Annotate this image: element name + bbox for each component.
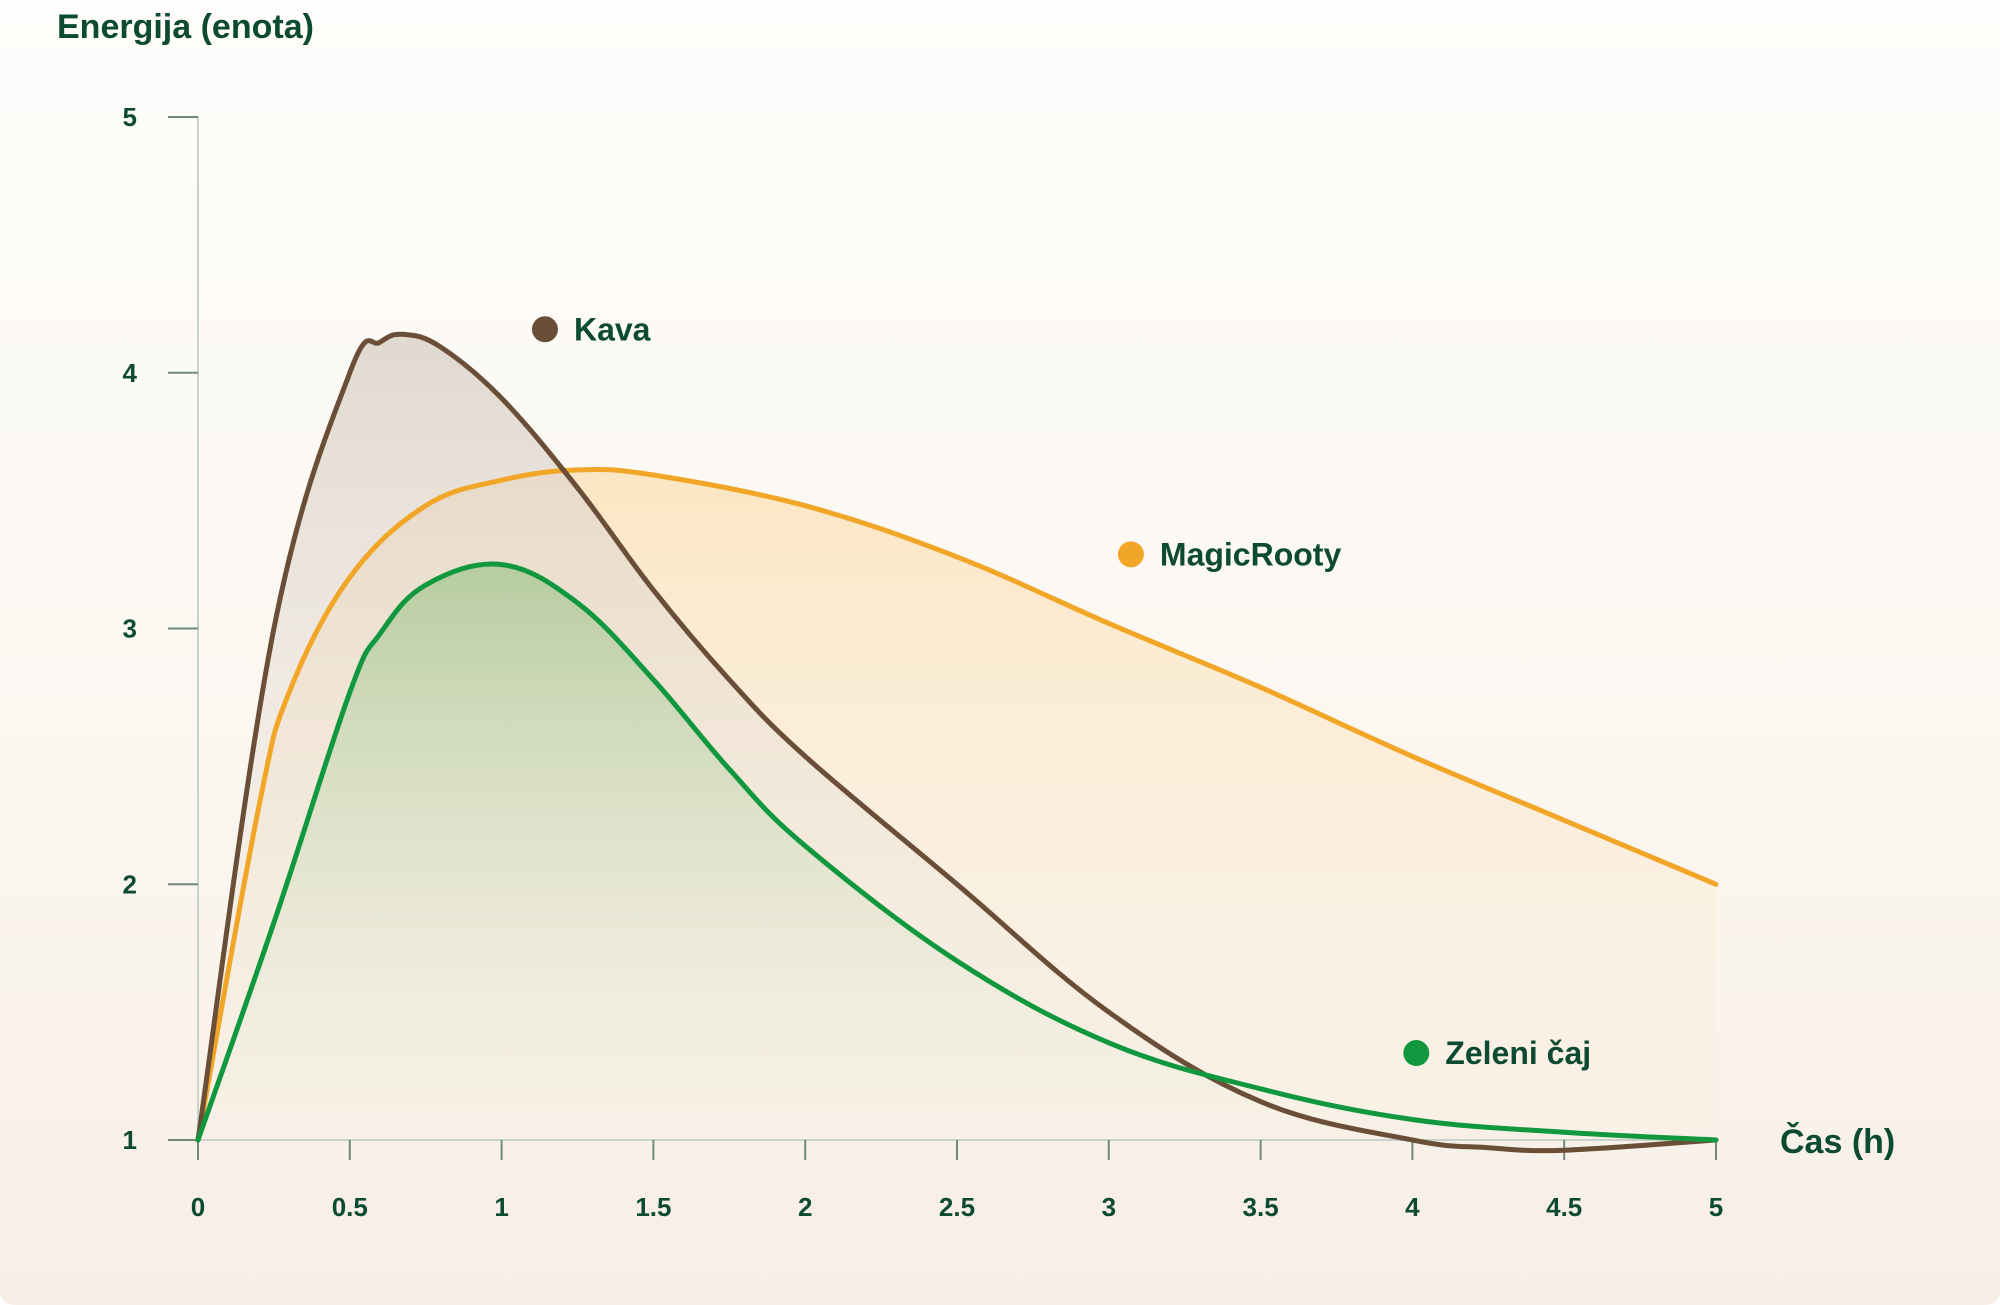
x-tick-label: 3.5 — [1243, 1192, 1279, 1222]
x-tick-label: 2 — [798, 1192, 812, 1222]
y-tick-label: 5 — [123, 102, 137, 132]
legend: Kava MagicRooty Zeleni čaj — [531, 311, 1591, 1071]
x-tick-label: 4.5 — [1546, 1192, 1582, 1222]
legend-dot — [1403, 1040, 1430, 1067]
y-tick-label: 1 — [123, 1125, 137, 1155]
y-axis-title: Energija (enota) — [57, 8, 314, 46]
axes: 1 2 3 4 5 0 0.5 1 1.5 2 2.5 3 3.5 4 4.5 5 — [123, 102, 1724, 1222]
x-tick-label: 3 — [1102, 1192, 1116, 1222]
y-tick-label: 3 — [123, 614, 137, 644]
area-zeleni-aj — [198, 564, 1716, 1140]
legend-label: Kava — [574, 311, 651, 347]
x-axis-title: Čas (h) — [1780, 1122, 1895, 1161]
x-tick-label: 1.5 — [635, 1192, 671, 1222]
area-fills — [198, 334, 1716, 1151]
legend-label: Zeleni čaj — [1445, 1035, 1591, 1071]
x-tick-label: 0.5 — [332, 1192, 368, 1222]
line-magicrooty — [195, 466, 1719, 1143]
x-tick-label: 5 — [1709, 1192, 1723, 1222]
series-lines — [195, 331, 1719, 1154]
legend-label: MagicRooty — [1160, 536, 1342, 572]
legend-dot — [1117, 541, 1144, 568]
y-tick-label: 2 — [123, 869, 137, 899]
y-tick-label: 4 — [123, 358, 138, 388]
x-tick-label: 4 — [1405, 1192, 1420, 1222]
x-tick-label: 0 — [191, 1192, 205, 1222]
line-kava — [195, 331, 1719, 1154]
legend-dot — [531, 316, 558, 343]
x-tick-label: 1 — [494, 1192, 508, 1222]
x-tick-label: 2.5 — [939, 1192, 975, 1222]
line-zeleni-aj — [195, 561, 1719, 1143]
